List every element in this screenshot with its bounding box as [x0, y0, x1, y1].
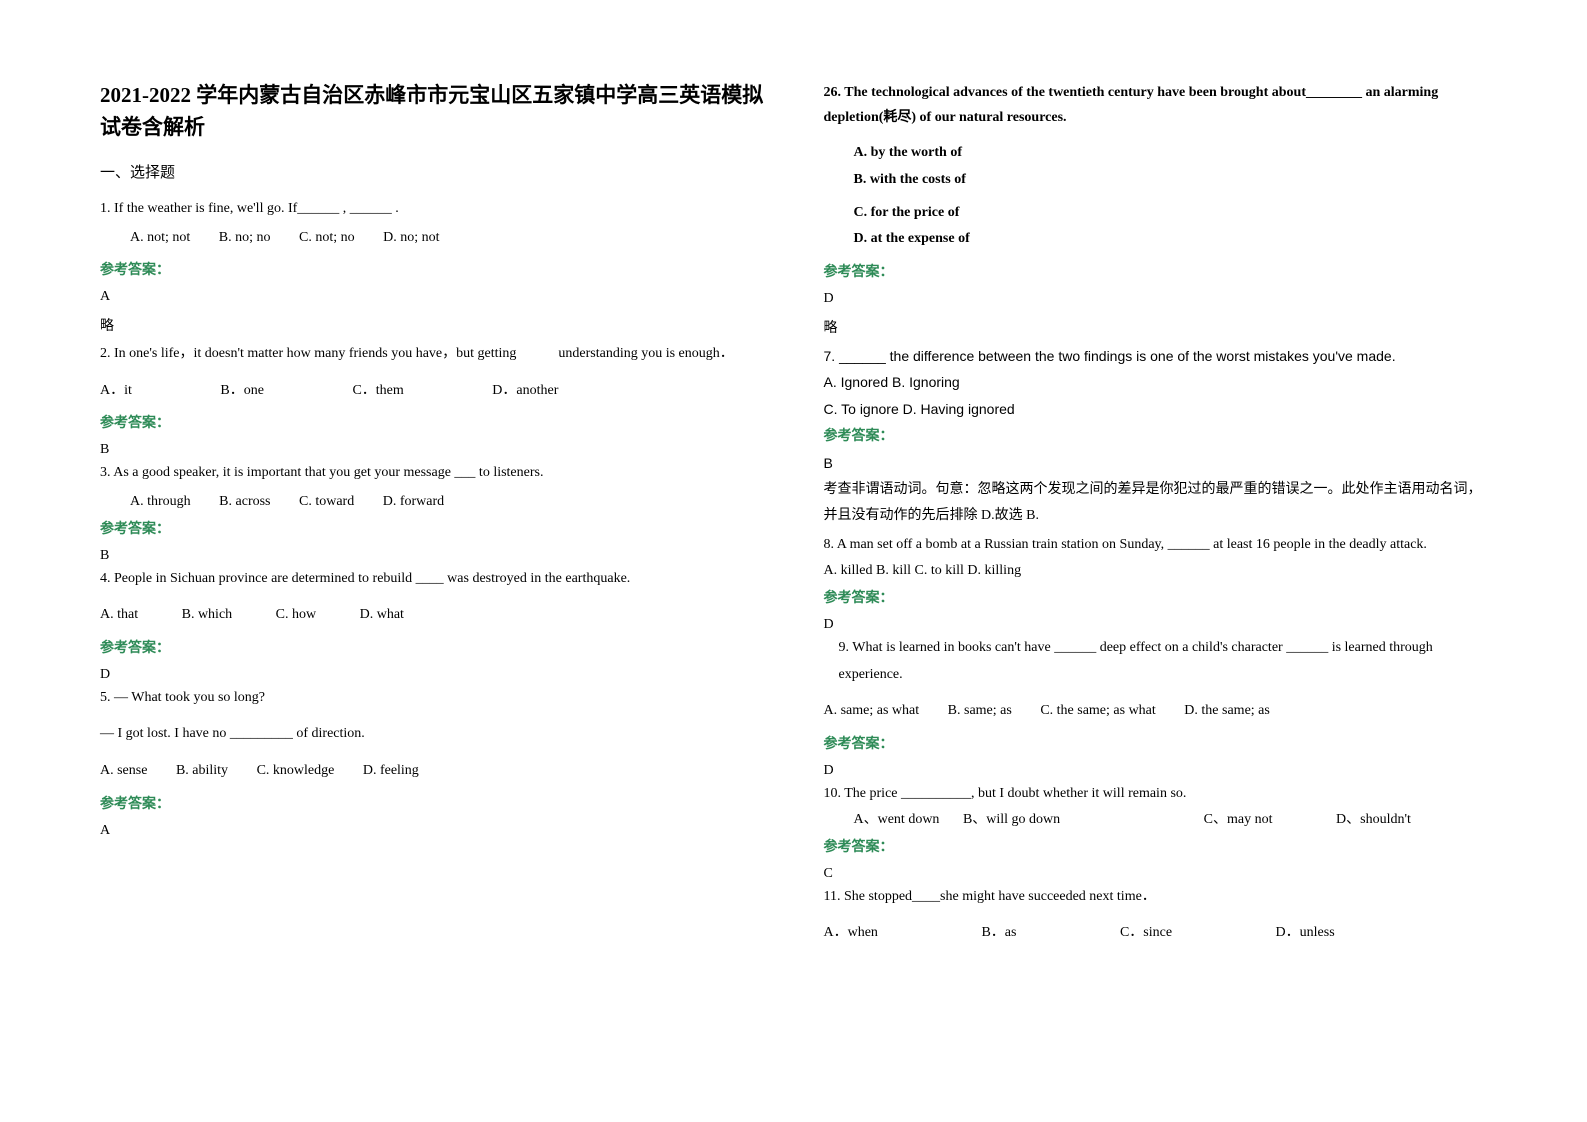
q10-opt-a: A、went down — [854, 807, 940, 834]
q5-opt-d: D. feeling — [363, 758, 419, 785]
q9-options: A. same; as what B. same; as C. the same… — [824, 698, 1488, 725]
q26-opt-b: B. with the costs of — [854, 167, 1158, 194]
q1-answer: A — [100, 289, 764, 305]
q5-answer: A — [100, 823, 764, 839]
q5-opt-b: B. ability — [176, 758, 228, 785]
q11-text: 11. She stopped____she might have succee… — [824, 884, 1488, 911]
q3-answer: B — [100, 548, 764, 564]
q11-opt-a: A．when — [824, 920, 878, 947]
q3-options: A. through B. across C. toward D. forwar… — [100, 489, 764, 516]
q1-opt-a: A. not; not — [130, 225, 190, 252]
q9-opt-b: B. same; as — [948, 698, 1012, 725]
q2-text: 2. In one's life，it doesn't matter how m… — [100, 341, 764, 368]
q26-opt-c: C. for the price of — [854, 200, 1158, 227]
q3-text: 3. As a good speaker, it is important th… — [100, 460, 764, 487]
q2-answer: B — [100, 442, 764, 458]
q7-opts-line3: C. To ignore D. Having ignored — [824, 396, 1488, 423]
q8-answer-label: 参考答案： — [824, 587, 1488, 607]
q7-text: 7. ______ the difference between the two… — [824, 343, 1488, 370]
q10-text: 10. The price __________, but I doubt wh… — [824, 781, 1488, 808]
section-1-heading: 一、选择题 — [100, 161, 764, 182]
q5-opt-a: A. sense — [100, 758, 147, 785]
q2-opt-c: C．them — [352, 378, 403, 405]
q9-answer-label: 参考答案： — [824, 733, 1488, 753]
q4-opt-b: B. which — [182, 602, 233, 629]
q26-options-row1: A. by the worth of B. with the costs of — [824, 140, 1488, 193]
q1-text: 1. If the weather is fine, we'll go. If_… — [100, 196, 764, 223]
q2-answer-label: 参考答案： — [100, 412, 764, 432]
q26-note: 略 — [824, 317, 1488, 337]
q9-opt-a: A. same; as what — [824, 698, 920, 725]
q9-answer: D — [824, 763, 1488, 779]
q2-opt-d: D．another — [492, 378, 558, 405]
q1-opt-b: B. no; no — [219, 225, 271, 252]
q4-text: 4. People in Sichuan province are determ… — [100, 566, 764, 593]
q26-text: 26. The technological advances of the tw… — [824, 80, 1488, 130]
q9-text: 9. What is learned in books can't have _… — [824, 635, 1488, 688]
q7-answer-label: 参考答案： — [824, 425, 1488, 445]
q9-opt-c: C. the same; as what — [1040, 698, 1155, 725]
q3-opt-a: A. through — [130, 489, 191, 516]
q26-answer-label: 参考答案： — [824, 261, 1488, 281]
q8-text: 8. A man set off a bomb at a Russian tra… — [824, 532, 1488, 559]
q7-opts-line2: A. Ignored B. Ignoring — [824, 369, 1488, 396]
q5-options: A. sense B. ability C. knowledge D. feel… — [100, 758, 764, 785]
q5-answer-label: 参考答案： — [100, 793, 764, 813]
q4-opt-d: D. what — [360, 602, 404, 629]
q26-opt-a: A. by the worth of — [854, 140, 1158, 167]
q1-note: 略 — [100, 315, 764, 335]
q10-answer: C — [824, 866, 1488, 882]
q1-opt-d: D. no; not — [383, 225, 439, 252]
q4-answer: D — [100, 667, 764, 683]
q11-opt-d: D．unless — [1276, 920, 1335, 947]
q7-answer: B — [824, 455, 1488, 471]
q3-opt-b: B. across — [219, 489, 270, 516]
q1-options: A. not; not B. no; no C. not; no D. no; … — [100, 225, 764, 252]
q10-opt-d: D、shouldn't — [1336, 807, 1411, 834]
q7-explanation: 考查非谓语动词。句意：忽略这两个发现之间的差异是你犯过的最严重的错误之一。此处作… — [824, 477, 1488, 530]
q3-opt-d: D. forward — [383, 489, 444, 516]
q2-options: A．it B．one C．them D．another — [100, 378, 764, 405]
q11-opt-c: C．since — [1120, 920, 1172, 947]
right-column: 26. The technological advances of the tw… — [824, 80, 1488, 1082]
q2-opt-a: A．it — [100, 378, 132, 405]
q4-opt-c: C. how — [276, 602, 316, 629]
q5-line1: 5. — What took you so long? — [100, 685, 764, 712]
q8-answer: D — [824, 617, 1488, 633]
q10-opt-b: B、will go down — [963, 807, 1060, 834]
q1-answer-label: 参考答案： — [100, 259, 764, 279]
document-title: 2021-2022 学年内蒙古自治区赤峰市市元宝山区五家镇中学高三英语模拟试卷含… — [100, 80, 764, 143]
q11-opt-b: B．as — [981, 920, 1016, 947]
q1-opt-c: C. not; no — [299, 225, 355, 252]
left-column: 2021-2022 学年内蒙古自治区赤峰市市元宝山区五家镇中学高三英语模拟试卷含… — [100, 80, 764, 1082]
q3-opt-c: C. toward — [299, 489, 354, 516]
q2-opt-b: B．one — [220, 378, 264, 405]
q26-options-row2: C. for the price of D. at the expense of — [824, 200, 1488, 253]
q10-opt-c: C、may not — [1204, 807, 1273, 834]
q10-options: A、went down B、will go down C、may not D、s… — [824, 807, 1488, 834]
q11-options: A．when B．as C．since D．unless — [824, 920, 1488, 947]
q8-opts: A. killed B. kill C. to kill D. killing — [824, 558, 1488, 585]
q3-answer-label: 参考答案： — [100, 518, 764, 538]
q4-opt-a: A. that — [100, 602, 138, 629]
q9-opt-d: D. the same; as — [1184, 698, 1270, 725]
q4-options: A. that B. which C. how D. what — [100, 602, 764, 629]
q10-answer-label: 参考答案： — [824, 836, 1488, 856]
q26-opt-d: D. at the expense of — [854, 226, 1158, 253]
q5-line2: — I got lost. I have no _________ of dir… — [100, 721, 764, 748]
q5-opt-c: C. knowledge — [257, 758, 335, 785]
q4-answer-label: 参考答案： — [100, 637, 764, 657]
q26-answer: D — [824, 291, 1488, 307]
